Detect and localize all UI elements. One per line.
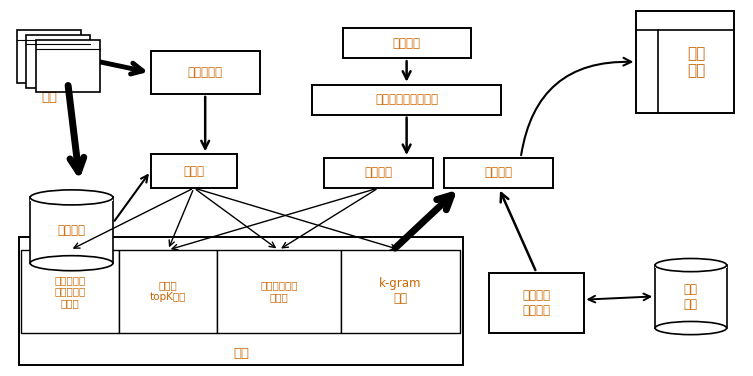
Text: 自由文本查询分析器: 自由文本查询分析器 (375, 93, 438, 106)
Bar (636, 11, 734, 113)
Bar (489, 273, 584, 333)
Bar (119, 250, 217, 333)
Bar (30, 197, 113, 263)
Bar (341, 250, 460, 333)
Bar (30, 194, 113, 201)
Bar (444, 158, 553, 188)
Bar (655, 265, 727, 328)
Text: k-gram
索引: k-gram 索引 (380, 277, 422, 305)
Ellipse shape (30, 190, 113, 205)
Text: 结果
页面: 结果 页面 (687, 46, 705, 78)
Text: 拼写校正: 拼写校正 (364, 167, 392, 179)
Bar (19, 237, 463, 365)
Text: 用户查询: 用户查询 (392, 37, 421, 50)
Text: 评分参数
机器学习: 评分参数 机器学习 (523, 289, 550, 317)
Text: 域索引及字
段索引中的
元数据: 域索引及字 段索引中的 元数据 (54, 275, 86, 308)
Bar (343, 28, 471, 58)
Bar (312, 85, 501, 115)
Bar (17, 30, 81, 83)
Text: 语言分析器: 语言分析器 (187, 66, 223, 79)
Text: 层次型位置倒
排索引: 层次型位置倒 排索引 (261, 280, 297, 302)
Text: 训练
集合: 训练 集合 (684, 283, 698, 311)
Text: 非精确
topK检索: 非精确 topK检索 (150, 280, 186, 302)
Text: 文档: 文档 (41, 91, 57, 104)
Bar (151, 154, 237, 188)
Bar (217, 250, 341, 333)
Bar (36, 40, 100, 92)
Ellipse shape (655, 259, 727, 272)
Text: 索引器: 索引器 (184, 165, 204, 177)
Text: 评分排序: 评分排序 (485, 167, 513, 179)
Bar (21, 250, 119, 333)
Text: 文档缓存: 文档缓存 (57, 224, 86, 237)
Ellipse shape (30, 256, 113, 271)
Text: 索引: 索引 (233, 347, 249, 360)
Bar (655, 262, 727, 268)
Bar (26, 35, 90, 88)
Ellipse shape (655, 321, 727, 335)
Bar (151, 51, 260, 94)
Bar (324, 158, 433, 188)
